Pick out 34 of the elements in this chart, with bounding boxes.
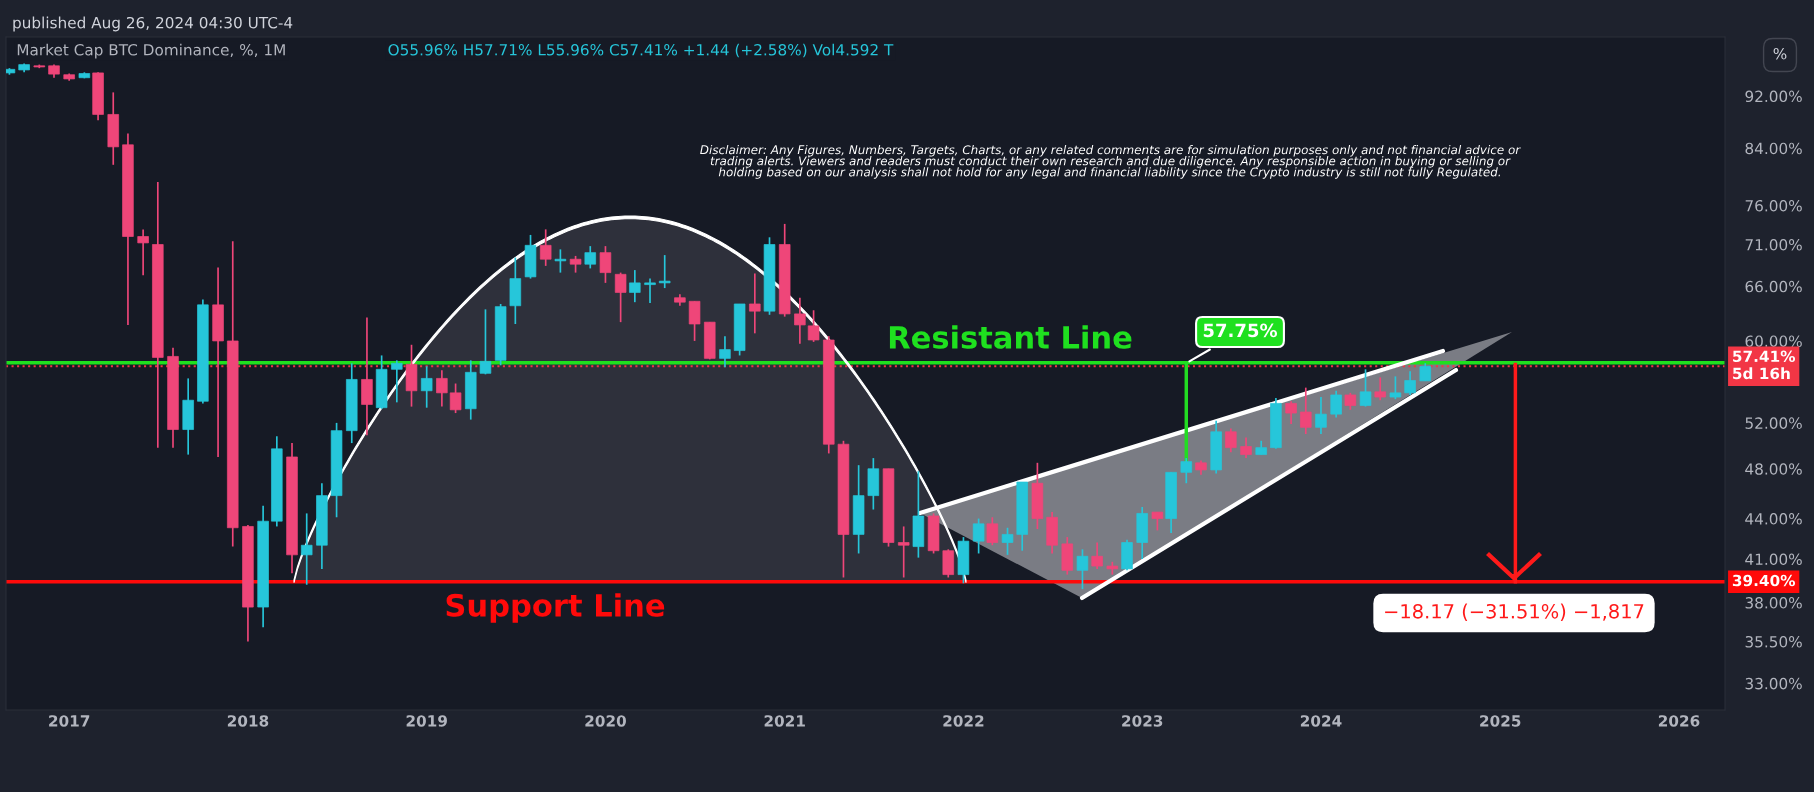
x-tick-label: 2021 — [764, 715, 805, 727]
chart-title: Market Cap BTC Dominance, %, 1M — [17, 43, 285, 59]
annotation: Resistant Line — [889, 325, 1132, 349]
x-tick-label: 2024 — [1300, 715, 1342, 727]
text: % — [1773, 47, 1787, 60]
text: published Aug 26, 2024 04:30 UTC-4 — [13, 16, 293, 32]
y-tick-label: 60.00% — [1745, 335, 1802, 347]
x-tick-label: 2025 — [1480, 715, 1521, 727]
y-tick-label: 84.00% — [1745, 142, 1802, 155]
annotation: Support Line — [446, 593, 665, 623]
y-tick-label: 66.00% — [1745, 280, 1802, 293]
x-tick-label: 2020 — [585, 715, 626, 727]
y-tick-label: 33.00% — [1745, 677, 1802, 690]
y-tick-label: 38.00% — [1745, 597, 1802, 609]
y-tick-label: 44.00% — [1745, 513, 1802, 525]
y-tick-label: 52.00% — [1745, 417, 1802, 429]
x-tick-label: 2022 — [943, 715, 984, 727]
y-tick-label: 76.00% — [1745, 200, 1802, 212]
x-tick-label: 2026 — [1658, 715, 1700, 727]
x-tick-label: 2023 — [1122, 715, 1163, 727]
y-tick-label: 92.00% — [1745, 90, 1802, 103]
ref-line-label: 57.41% 5d 16h — [1733, 350, 1796, 380]
ref-line-label: 39.40% — [1732, 574, 1796, 587]
chart-subtitle: O55.96% H57.71% L55.96% C57.41% +1.44 (+2.58%) Vol4.592 T — [388, 43, 894, 58]
x-tick-label: 2017 — [49, 715, 90, 727]
ref-line-label: 57.75% — [1203, 323, 1278, 338]
x-tick-label: 2018 — [227, 715, 269, 727]
annotation: Disclaimer: Any Figures, Numbers, Targets, Charts, or any related comments are for simulation purposes only and not financial advice or trading alerts. Viewers and readers must conduct their own research and due diligence. Any responsible action in buying or selling or holding based on our analysis shall not hold for any legal and financial liability since the Crypto industry is still not fully Regulated. — [700, 145, 1521, 179]
y-tick-label: 41.00% — [1745, 553, 1802, 566]
y-tick-label: 35.50% — [1745, 635, 1802, 648]
x-tick-label: 2019 — [406, 715, 447, 727]
y-tick-label: 48.00% — [1745, 463, 1802, 475]
y-tick-label: 71.00% — [1745, 238, 1802, 251]
annotation: −18.17 (−31.51%) −1,817 — [1385, 603, 1644, 621]
